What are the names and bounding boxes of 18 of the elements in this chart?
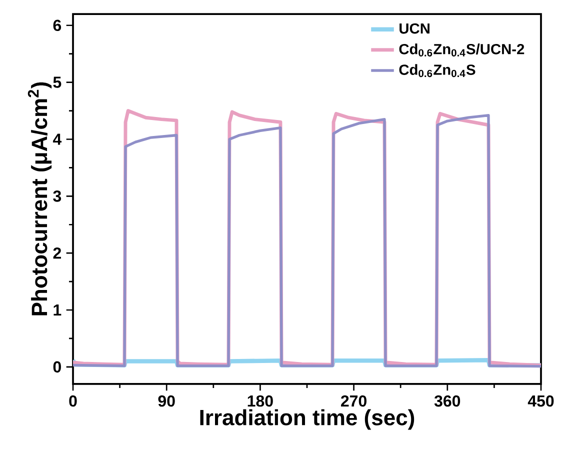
x-tick-label: 270 bbox=[341, 395, 366, 407]
legend-label: Cd$_{0.6}$Zn$_{0.4}$S bbox=[399, 64, 476, 78]
x-tick-label: 360 bbox=[434, 395, 460, 407]
y-tick-label: 1 bbox=[54, 304, 62, 316]
y-tick-label: 2 bbox=[53, 247, 61, 259]
x-tick-label: 450 bbox=[528, 395, 554, 407]
y-axis-title: Photocurrent (μA/cm$^{2}$) bbox=[28, 82, 52, 316]
y-tick-label: 6 bbox=[53, 20, 62, 32]
y-tick-label: 3 bbox=[53, 190, 62, 202]
y-tick-label: 5 bbox=[53, 76, 62, 88]
y-tick-label: 0 bbox=[53, 361, 61, 373]
x-axis-title: Irradiation time (sec) bbox=[200, 409, 414, 430]
y-tick-label: 4 bbox=[52, 134, 62, 145]
legend-label: Cd$_{0.6}$Zn$_{0.4}$S/UCN-2 bbox=[399, 44, 524, 56]
legend-label: UCN bbox=[400, 23, 430, 34]
x-tick-label: 90 bbox=[158, 395, 175, 407]
x-tick-label: 180 bbox=[248, 395, 273, 407]
x-tick-label: 0 bbox=[69, 395, 77, 407]
